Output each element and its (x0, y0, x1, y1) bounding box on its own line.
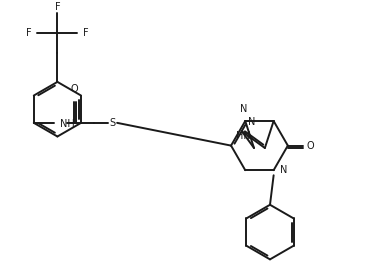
Text: HN: HN (236, 132, 251, 141)
Text: O: O (307, 141, 314, 151)
Text: N: N (280, 165, 288, 175)
Text: N: N (240, 105, 247, 114)
Text: NH: NH (60, 119, 75, 129)
Text: F: F (55, 2, 60, 11)
Text: S: S (110, 118, 116, 128)
Text: F: F (26, 28, 32, 38)
Text: F: F (83, 28, 89, 38)
Text: O: O (70, 84, 78, 94)
Text: N: N (249, 117, 256, 127)
